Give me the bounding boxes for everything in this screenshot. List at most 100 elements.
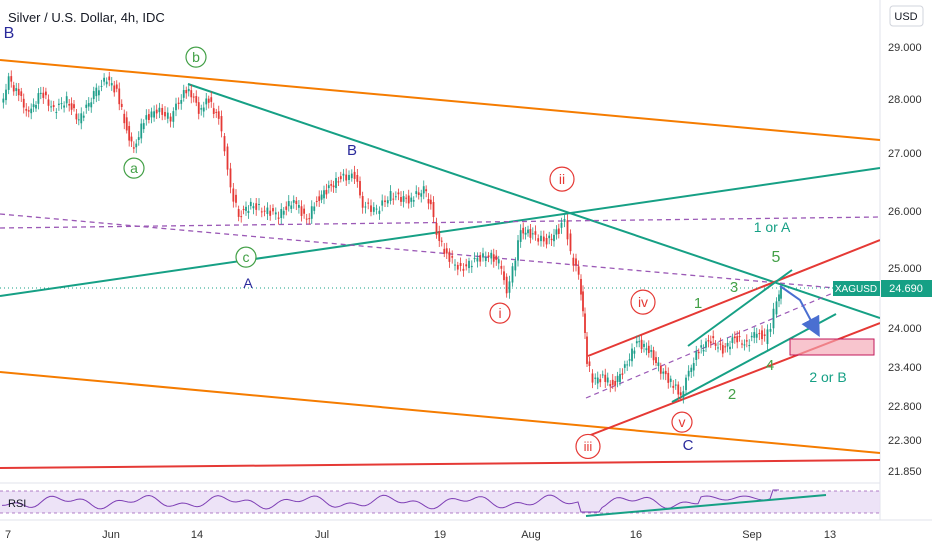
wave-label: 3 <box>730 279 738 296</box>
x-tick-label: 14 <box>191 529 203 541</box>
candle-body <box>397 192 400 195</box>
candle-body <box>566 220 569 240</box>
wave-circle <box>235 246 257 268</box>
candle-body <box>255 203 258 210</box>
candle-body <box>451 256 454 258</box>
candle-body <box>555 229 558 235</box>
candle-body <box>108 76 111 81</box>
candle-body <box>462 268 465 271</box>
candle-body <box>724 346 727 348</box>
wave-label: ii <box>559 171 565 187</box>
candle-body <box>310 206 313 219</box>
candle-body <box>736 336 739 343</box>
candle-body <box>733 336 736 339</box>
candle-body <box>229 168 232 188</box>
candle-body <box>614 381 617 386</box>
rsi-trendline <box>585 494 827 517</box>
candle-body <box>537 238 540 242</box>
candle-body <box>410 197 413 202</box>
candle-body <box>361 196 364 208</box>
wave-circle <box>575 433 601 460</box>
candle-body <box>320 194 323 200</box>
candle-body <box>721 345 724 354</box>
candle-body <box>662 371 665 374</box>
candle-body <box>290 205 293 209</box>
symbol-tag: XAGUSD <box>833 281 880 296</box>
candle-body <box>353 171 356 179</box>
candle-body <box>588 361 591 367</box>
candle-body <box>569 233 572 252</box>
candle-body <box>348 174 350 180</box>
candle-body <box>242 209 245 211</box>
candle-body <box>327 185 330 189</box>
y-axis-ticks: 29.000 28.000 27.000 26.000 25.000 24.000 23.4… <box>888 42 922 478</box>
candle-body <box>655 357 657 364</box>
candle-body <box>484 257 487 261</box>
candle-body <box>303 208 305 214</box>
candle-body <box>185 90 188 94</box>
candle-body <box>263 210 266 212</box>
candle-body <box>305 218 308 220</box>
y-tick-label: 25.000 <box>888 263 922 275</box>
candle-body <box>20 91 23 97</box>
green-wedge-upper <box>687 269 793 347</box>
candle-body <box>679 392 682 396</box>
candle-body <box>15 88 18 92</box>
candle-body <box>98 90 100 96</box>
wave-circle <box>123 157 145 179</box>
candle-body <box>140 123 143 139</box>
wave-label: b <box>192 49 200 65</box>
candle-body <box>420 193 423 197</box>
candle-body <box>339 176 342 180</box>
candle-body <box>90 102 93 108</box>
candle-body <box>645 348 648 351</box>
candle-body <box>332 185 335 188</box>
candle-body <box>580 278 582 295</box>
candle-body <box>370 205 372 212</box>
candle-body <box>482 253 484 258</box>
candle-body <box>517 240 519 261</box>
candle-body <box>719 343 722 345</box>
candle-body <box>192 96 195 98</box>
x-tick-label: 13 <box>824 529 836 541</box>
candle-body <box>87 103 90 107</box>
currency-button[interactable]: USD <box>889 5 924 27</box>
candle-body <box>497 259 500 264</box>
candle-body <box>758 333 761 335</box>
y-tick-label: 22.800 <box>888 401 922 413</box>
candle-body <box>553 234 555 242</box>
candle-body <box>235 194 237 203</box>
candle-body <box>667 372 670 383</box>
candle-body <box>82 115 85 118</box>
candle-body <box>325 189 328 195</box>
wave-label: 1 or A <box>754 219 791 235</box>
candle-body <box>402 196 405 202</box>
candle-body <box>700 345 703 348</box>
candle-body <box>110 83 113 86</box>
target-zone <box>789 338 875 356</box>
candle-body <box>714 343 717 346</box>
y-tick-label: 29.000 <box>888 42 922 54</box>
candle-body <box>35 104 37 109</box>
candle-body <box>177 102 180 104</box>
wave-label: A <box>243 275 253 291</box>
candle-body <box>195 96 198 103</box>
candle-body <box>386 200 389 204</box>
candle-body <box>524 232 527 235</box>
candle-body <box>215 111 218 113</box>
candle-body <box>659 365 662 374</box>
candle-body <box>476 257 479 262</box>
rsi-pane: RSI <box>0 489 880 517</box>
candle-body <box>217 111 220 119</box>
candle-body <box>153 111 155 118</box>
candle-body <box>269 210 272 216</box>
candle-body <box>540 235 542 242</box>
candle-body <box>384 200 386 203</box>
candle-body <box>425 189 428 192</box>
candle-body <box>245 206 247 211</box>
candle-body <box>258 204 260 206</box>
candle-body <box>285 206 288 210</box>
candle-body <box>766 329 769 344</box>
y-tick-label: 22.300 <box>888 435 922 447</box>
